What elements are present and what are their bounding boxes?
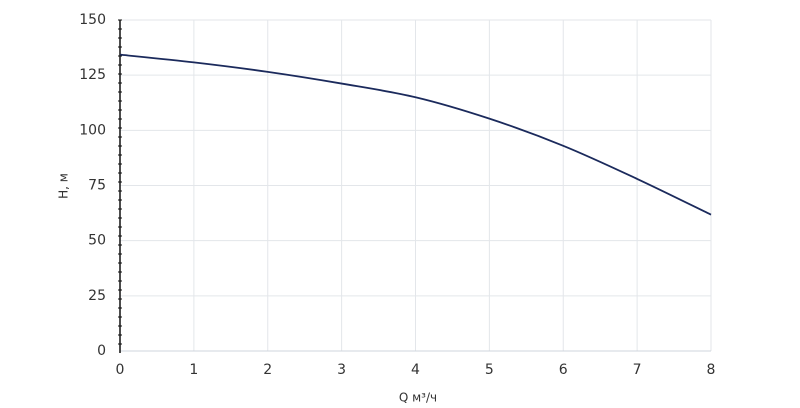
y-tick-label: 100 [79, 122, 106, 138]
x-tick-label: 2 [263, 362, 272, 378]
curve [119, 53, 712, 216]
x-tick-label: 3 [337, 362, 346, 378]
x-tick-label: 5 [485, 362, 494, 378]
y-tick-label: 75 [88, 178, 106, 194]
y-axis-label: H, м [57, 173, 71, 199]
y-tick-label: 25 [88, 288, 106, 304]
x-axis-label: Q м³/ч [399, 391, 437, 405]
y-tick-label: 0 [97, 343, 106, 359]
x-tick-label: 6 [559, 362, 568, 378]
x-tick-label: 4 [411, 362, 420, 378]
x-tick-label: 0 [116, 362, 125, 378]
x-tick-label: 8 [707, 362, 716, 378]
x-tick-label: 7 [633, 362, 642, 378]
y-tick-label: 50 [88, 233, 106, 249]
y-tick-label: 125 [79, 67, 106, 83]
y-tick-label: 150 [79, 12, 106, 28]
x-tick-label: 1 [189, 362, 198, 378]
